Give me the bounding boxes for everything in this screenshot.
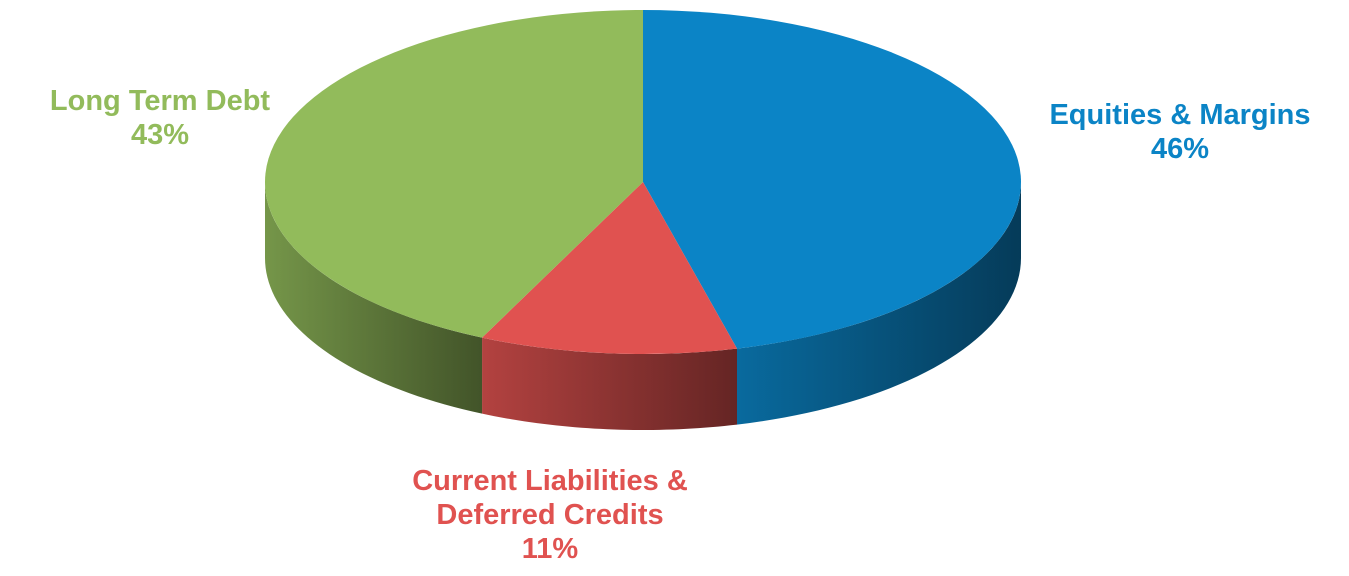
slice-label: Current Liabilities & Deferred Credits 11… [370,464,730,566]
category-name: Current Liabilities & Deferred Credits [412,465,688,531]
slice-side [737,182,1021,425]
slice-label: Long Term Debt 43% [10,84,310,152]
slice [482,182,738,355]
slice [643,10,1021,349]
value-label: 46% [1150,133,1210,165]
slice-side [482,337,738,430]
value-label: 11% [521,533,579,565]
category-name: Long Term Debt [49,85,271,117]
slice-side [265,182,483,414]
slice-label: Equities & Margins 46% [1020,98,1340,166]
category-name: Equities & Margins [1049,99,1311,131]
slice [264,10,643,338]
value-label: 43% [130,119,190,151]
